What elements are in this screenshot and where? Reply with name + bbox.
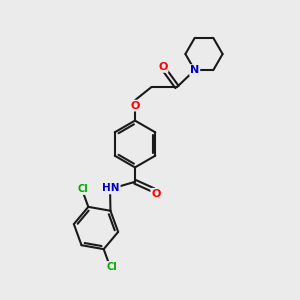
Text: HN: HN (102, 183, 120, 194)
Text: N: N (190, 65, 199, 75)
Text: O: O (158, 62, 168, 72)
Text: O: O (151, 189, 161, 199)
Text: Cl: Cl (78, 184, 88, 194)
Text: Cl: Cl (106, 262, 117, 272)
Text: O: O (130, 100, 140, 111)
